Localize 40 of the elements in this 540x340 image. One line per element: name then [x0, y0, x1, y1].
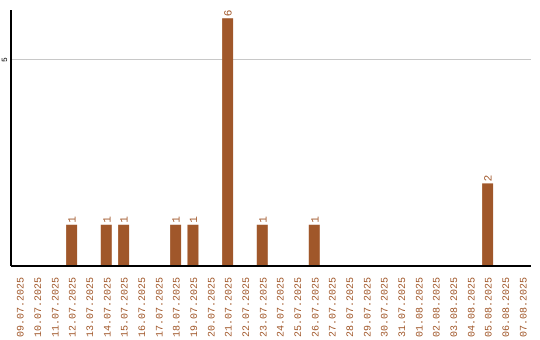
- data-label: 6: [224, 10, 236, 16]
- x-tick-label: 18.07.2025: [172, 277, 184, 338]
- x-tick-label: 10.07.2025: [34, 277, 45, 338]
- x-tick-label: 06.08.2025: [502, 277, 513, 338]
- x-tick-label: 04.08.2025: [467, 277, 478, 338]
- x-tick-label: 20.07.2025: [207, 277, 218, 338]
- data-label: 1: [68, 216, 80, 223]
- x-tick-label: 09.07.2025: [16, 277, 28, 338]
- x-tick-label: 23.07.2025: [259, 277, 270, 338]
- x-tick-label: 22.07.2025: [242, 277, 253, 338]
- x-tick-label: 26.07.2025: [311, 277, 322, 338]
- x-tick-label: 28.07.2025: [346, 277, 357, 338]
- x-tick-label: 17.07.2025: [155, 277, 166, 338]
- y-tick-label: 5: [1, 56, 10, 62]
- x-tick-label: 07.08.2025: [519, 277, 530, 338]
- data-label: 1: [310, 216, 322, 223]
- data-label: 1: [258, 216, 270, 223]
- x-tick-label: 16.07.2025: [138, 277, 149, 338]
- x-tick-label: 24.07.2025: [276, 277, 288, 338]
- x-tick-label: 30.07.2025: [380, 277, 392, 338]
- x-tick-label: 13.07.2025: [86, 277, 97, 338]
- x-tick-label: 21.07.2025: [224, 277, 236, 338]
- x-tick-label: 27.07.2025: [328, 277, 340, 338]
- data-label: 1: [120, 216, 132, 223]
- x-tick-label: 31.07.2025: [398, 277, 409, 338]
- x-tick-label: 29.07.2025: [363, 277, 374, 338]
- x-tick-label: 14.07.2025: [103, 277, 114, 338]
- x-tick-label: 11.07.2025: [51, 277, 62, 338]
- x-tick-label: 25.07.2025: [294, 277, 305, 338]
- x-tick-label: 12.07.2025: [68, 277, 80, 338]
- x-tick-label: 19.07.2025: [190, 277, 201, 338]
- data-label: 1: [172, 216, 184, 223]
- data-label: 1: [188, 216, 201, 223]
- x-tick-label: 05.08.2025: [484, 277, 496, 338]
- x-tick-label: 01.08.2025: [415, 277, 426, 338]
- x-tick-label: 15.07.2025: [120, 277, 132, 338]
- x-tick-label: 03.08.2025: [450, 277, 461, 338]
- data-label: 1: [102, 216, 114, 223]
- data-label: 2: [484, 174, 496, 182]
- x-tick-label: 02.08.2025: [432, 277, 444, 338]
